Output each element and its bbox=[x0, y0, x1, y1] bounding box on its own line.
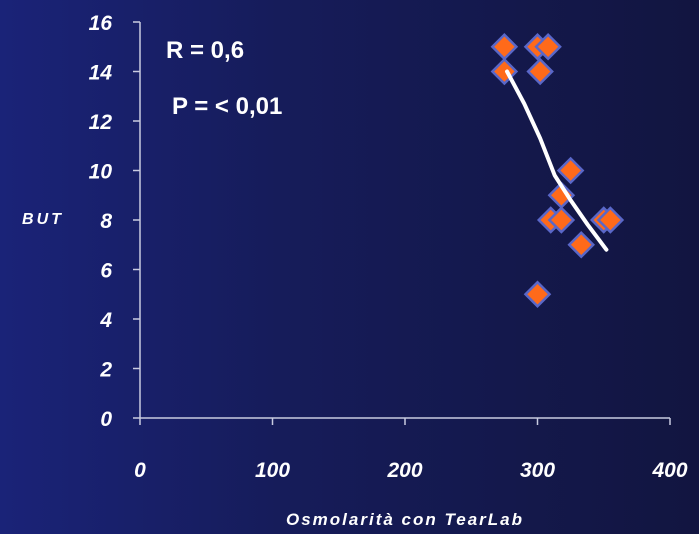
data-points bbox=[490, 32, 625, 309]
y-tick-label: 6 bbox=[100, 260, 112, 283]
data-point bbox=[534, 32, 562, 61]
p-annotation: P = < 0,01 bbox=[172, 93, 282, 120]
x-tick-label: 0 bbox=[134, 459, 146, 482]
y-tick-label: 0 bbox=[100, 408, 112, 431]
y-tick-label: 4 bbox=[99, 309, 112, 332]
y-tick-label: 12 bbox=[89, 111, 113, 134]
y-tick-label: 14 bbox=[89, 62, 113, 85]
data-point bbox=[526, 57, 554, 86]
data-point bbox=[523, 280, 552, 309]
x-tick-label: 400 bbox=[651, 459, 687, 482]
data-point bbox=[547, 206, 576, 234]
y-tick-label: 2 bbox=[99, 359, 112, 382]
data-point bbox=[490, 32, 519, 61]
chart-axes bbox=[133, 21, 671, 425]
y-tick-label: 16 bbox=[89, 12, 113, 35]
y-tick-label: 10 bbox=[89, 161, 113, 184]
x-tick-label: 100 bbox=[255, 459, 290, 482]
data-point bbox=[556, 156, 585, 185]
r-annotation: R = 0,6 bbox=[166, 37, 244, 64]
x-tick-label: 200 bbox=[386, 459, 422, 482]
x-axis-label: Osmolarità con TearLab bbox=[286, 510, 524, 529]
trendline bbox=[505, 69, 609, 252]
y-axis-label: BUT bbox=[22, 211, 64, 228]
data-point bbox=[567, 230, 595, 259]
x-tick-label: 300 bbox=[520, 459, 555, 482]
data-point bbox=[596, 206, 625, 234]
tick-labels: 0 2 4 6 8 10 12 14 16 0 100 200 300 400 bbox=[89, 12, 688, 482]
y-tick-label: 8 bbox=[100, 210, 112, 233]
